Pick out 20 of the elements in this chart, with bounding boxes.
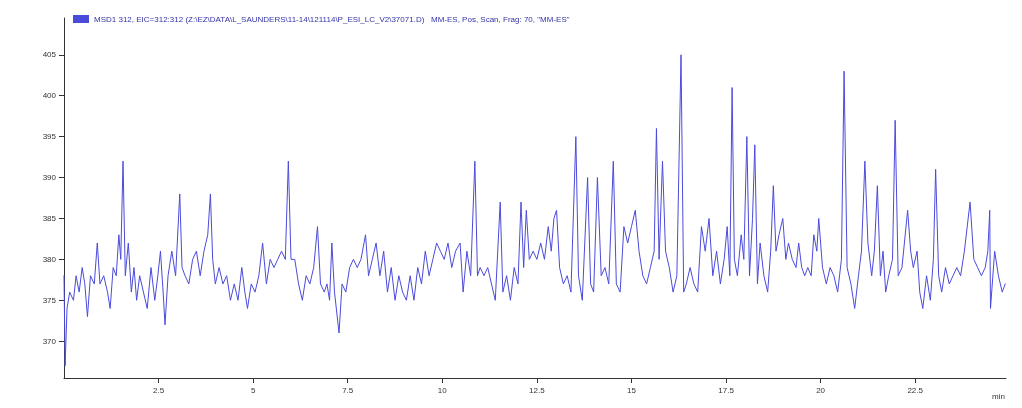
y-tick-label: 385 (42, 213, 57, 223)
y-tick-label: 395 (42, 132, 57, 142)
x-tick-label: 5 (250, 385, 256, 395)
y-tick-label: 380 (42, 254, 57, 264)
x-tick-label: 12.5 (529, 385, 546, 395)
y-tick-label: 405 (42, 50, 57, 60)
line-series (63, 54, 1006, 367)
y-tick-label: 375 (42, 295, 57, 305)
x-tick-label: 15 (627, 385, 637, 395)
x-tick-label: 2.5 (153, 385, 165, 395)
x-tick-label: 22.5 (907, 385, 924, 395)
x-tick-label: 10 (437, 385, 448, 395)
y-tick-label: 400 (42, 91, 57, 101)
x-tick-label: 7.5 (342, 385, 354, 395)
x-axis-title: min (992, 391, 1005, 401)
x-tick-label: 20 (816, 385, 826, 395)
x-tick-label: 17.5 (718, 385, 735, 395)
y-tick-label: 390 (42, 173, 57, 183)
y-tick-label: 370 (42, 336, 57, 346)
legend-label: MSD1 312, EIC=312:312 (Z:\EZ\DATA\L_SAUNDERS\11-14\121114\P_ESI_LC_V2\37071.D) MM-ES, Pos, Scan, Frag: 70, "MM-ES" (94, 14, 570, 24)
